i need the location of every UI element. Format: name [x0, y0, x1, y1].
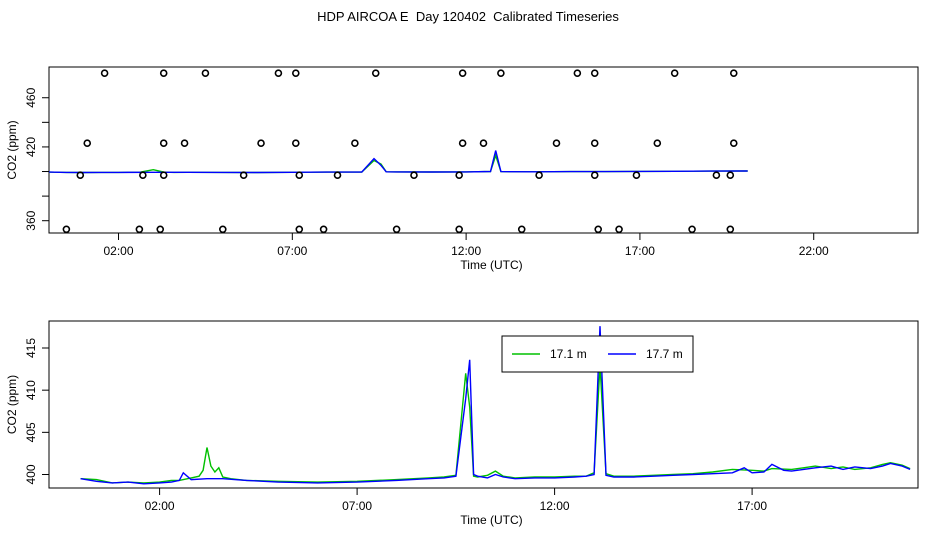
reference-point — [653, 139, 662, 148]
x-tick-label: 02:00 — [145, 499, 175, 513]
series-line-17-1-m — [80, 364, 911, 484]
y-axis-label: CO2 (ppm) — [5, 375, 19, 434]
legend-label: 17.7 m — [646, 347, 683, 361]
x-tick-label: 17:00 — [737, 499, 767, 513]
reference-point — [319, 225, 328, 234]
y-axis-label: CO2 (ppm) — [5, 120, 19, 179]
x-tick-label: 12:00 — [540, 499, 570, 513]
reference-point — [458, 139, 467, 148]
x-tick-label: 17:00 — [625, 244, 655, 258]
reference-point — [180, 139, 189, 148]
x-tick-label: 07:00 — [277, 244, 307, 258]
plot-frame — [48, 320, 919, 489]
reference-point — [291, 69, 300, 77]
reference-point — [590, 69, 599, 77]
reference-point — [688, 225, 696, 234]
reference-point — [632, 171, 641, 180]
reference-point — [76, 171, 85, 180]
reference-point — [726, 171, 735, 180]
reference-point — [535, 171, 543, 180]
reference-point — [156, 225, 165, 234]
reference-point — [726, 225, 735, 234]
reference-point — [590, 139, 599, 148]
top-panel: 02:00 07:00 12:00 17:00 22:00 360 420 460 Time (… — [5, 66, 919, 272]
reference-point — [573, 69, 582, 77]
reference-point — [135, 225, 144, 234]
reference-point — [615, 225, 623, 234]
y-tick-label: 410 — [24, 380, 38, 400]
reference-point — [239, 171, 248, 180]
reference-point — [479, 139, 488, 148]
plot-frame — [48, 66, 919, 234]
reference-point — [201, 69, 210, 77]
reference-point — [590, 171, 599, 180]
reference-point — [670, 69, 679, 77]
reference-point — [139, 171, 147, 180]
reference-point — [392, 225, 401, 234]
y-tick-label: 460 — [24, 87, 38, 107]
reference-point — [274, 69, 283, 77]
reference-point — [371, 69, 380, 77]
reference-point — [517, 225, 526, 234]
reference-point — [455, 225, 463, 234]
page-title: HDP AIRCOA E Day 120402 Calibrated Times… — [317, 9, 619, 24]
reference-point — [455, 171, 463, 180]
y-tick-label: 400 — [24, 464, 38, 484]
reference-point — [729, 69, 738, 77]
reference-point — [159, 171, 168, 180]
legend-label: 17.1 m — [550, 347, 587, 361]
reference-point — [351, 139, 359, 148]
reference-point — [333, 171, 342, 180]
y-tick-label: 415 — [24, 338, 38, 358]
reference-point — [712, 171, 721, 180]
reference-point — [410, 171, 418, 180]
reference-point — [100, 69, 109, 77]
reference-point — [219, 225, 227, 234]
x-axis-label: Time (UTC) — [460, 513, 522, 527]
x-tick-label: 12:00 — [451, 244, 481, 258]
series-line-17-7-m — [80, 326, 911, 485]
y-tick-label: 360 — [24, 210, 38, 230]
reference-point — [159, 69, 168, 77]
reference-point — [729, 139, 738, 148]
x-axis-label: Time (UTC) — [460, 258, 522, 272]
y-tick-label: 420 — [24, 137, 38, 157]
reference-point — [62, 225, 71, 234]
bottom-panel: 02:00 07:00 12:00 17:00 400 405 410 415 Time (UT… — [5, 320, 919, 527]
reference-point — [291, 139, 300, 148]
reference-point — [497, 69, 505, 77]
x-tick-label: 02:00 — [104, 244, 134, 258]
reference-point — [83, 139, 92, 148]
reference-point — [257, 139, 265, 148]
reference-point — [295, 171, 304, 180]
reference-point — [594, 225, 603, 234]
reference-point — [159, 139, 168, 148]
series-line-0 — [49, 153, 748, 174]
y-tick-label: 405 — [24, 422, 38, 442]
reference-point — [458, 69, 467, 77]
x-tick-label: 22:00 — [799, 244, 829, 258]
reference-point — [552, 139, 561, 148]
reference-point — [295, 225, 304, 234]
x-tick-label: 07:00 — [342, 499, 372, 513]
